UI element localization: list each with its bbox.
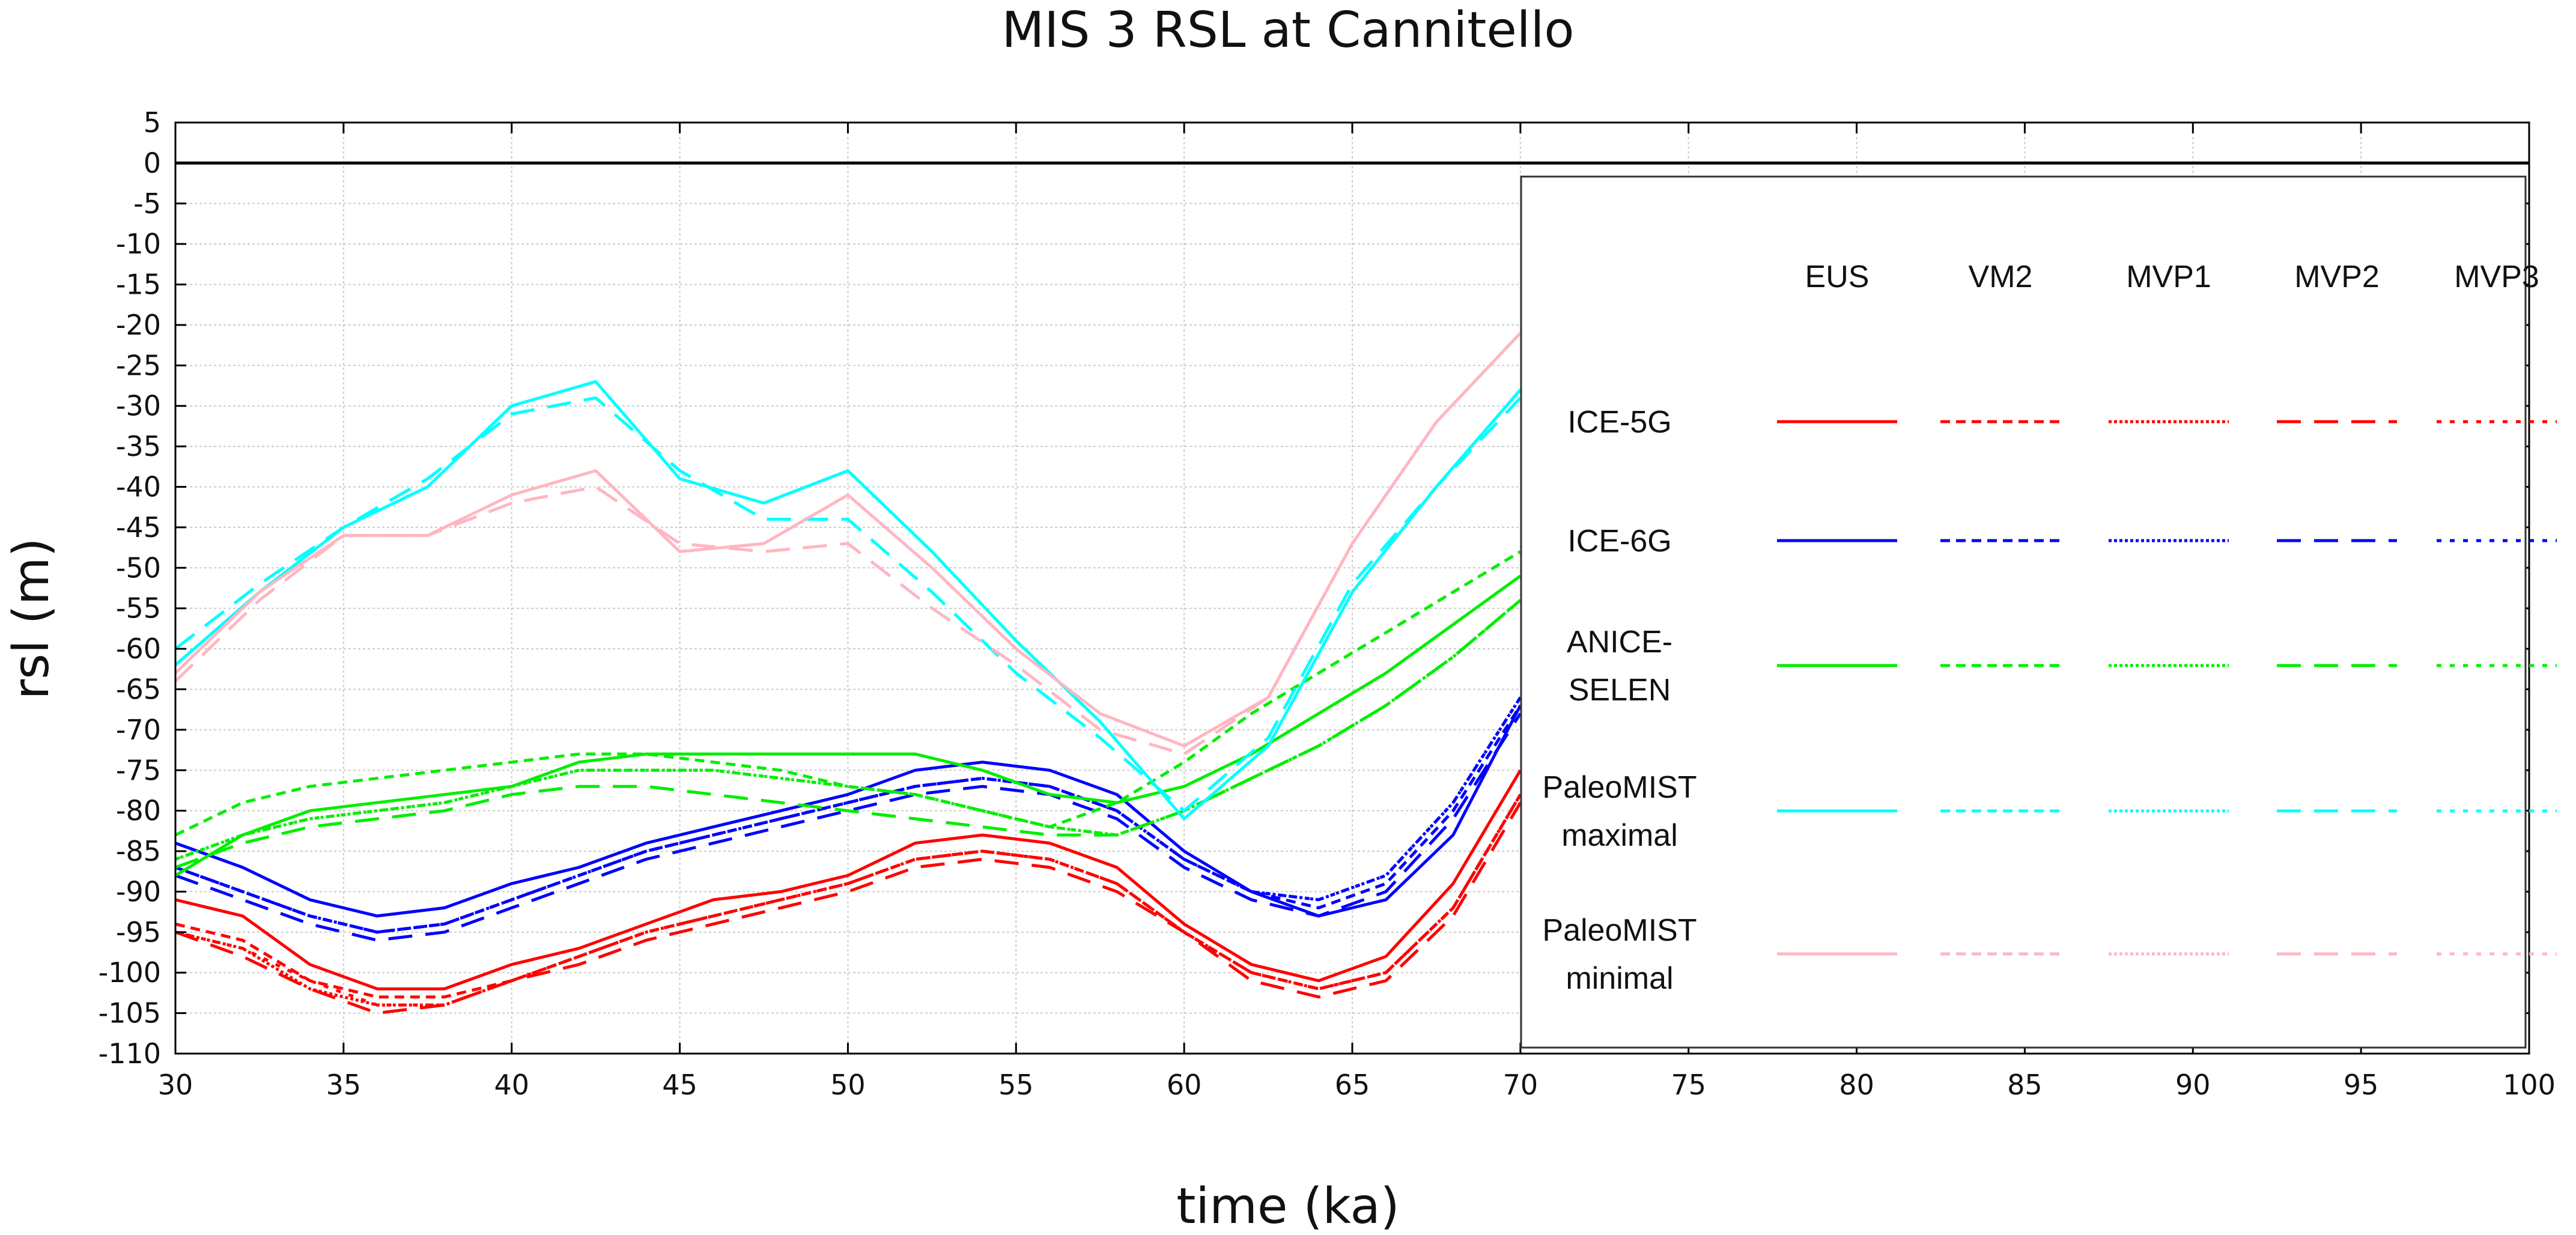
legend-column-header: MVP2 bbox=[2294, 259, 2380, 294]
legend-row-label: SELEN bbox=[1569, 673, 1671, 708]
x-tick-label: 45 bbox=[662, 1069, 697, 1101]
y-axis-label: rsl (m) bbox=[3, 538, 60, 699]
legend-column-header: MVP3 bbox=[2454, 259, 2539, 294]
series-group bbox=[174, 332, 1522, 1015]
series-line bbox=[175, 801, 1522, 1015]
series-line bbox=[174, 396, 1522, 813]
x-tick-label: 60 bbox=[1167, 1069, 1202, 1101]
legend-box bbox=[1520, 175, 2527, 1049]
legend-row-label: PaleoMIST bbox=[1542, 770, 1697, 805]
y-tick-label: -20 bbox=[116, 309, 161, 341]
legend-row-label: minimal bbox=[1566, 961, 1673, 996]
y-tick-label: -30 bbox=[116, 390, 161, 422]
y-tick-label: -95 bbox=[116, 916, 161, 948]
y-tick-label: -90 bbox=[116, 875, 161, 908]
y-tick-label: -100 bbox=[99, 956, 161, 989]
y-tick-label: -55 bbox=[116, 592, 161, 625]
x-tick-label: 35 bbox=[326, 1069, 362, 1101]
x-tick-label: 85 bbox=[2007, 1069, 2043, 1101]
y-tick-label: -15 bbox=[116, 269, 161, 301]
series-line bbox=[175, 599, 1522, 861]
x-tick-label: 95 bbox=[2344, 1069, 2379, 1101]
x-tick-label: 40 bbox=[494, 1069, 529, 1101]
series-line bbox=[175, 769, 1522, 991]
series-line bbox=[175, 696, 1522, 934]
legend-row-label: ANICE- bbox=[1567, 625, 1672, 660]
x-tick-label: 90 bbox=[2175, 1069, 2211, 1101]
legend-row-label: ICE-5G bbox=[1567, 405, 1671, 440]
x-tick-label: 50 bbox=[830, 1069, 866, 1101]
series-line bbox=[175, 705, 1522, 918]
series-line bbox=[175, 599, 1522, 869]
series-line bbox=[174, 550, 1522, 837]
y-tick-label: -80 bbox=[116, 795, 161, 827]
x-tick-label: 65 bbox=[1335, 1069, 1370, 1101]
legend: EUS VM2 MVP1 MVP2 MVP3 ICE-5G ICE-6G ANICE- SELE… bbox=[1520, 175, 2557, 1049]
legend-row-label: PaleoMIST bbox=[1542, 913, 1697, 948]
x-axis-label: time (ka) bbox=[1176, 1178, 1400, 1235]
legend-column-header: MVP1 bbox=[2126, 259, 2211, 294]
y-tick-label: -50 bbox=[116, 551, 161, 584]
y-tick-label: 0 bbox=[144, 147, 161, 179]
x-tick-label: 80 bbox=[1839, 1069, 1874, 1101]
series-line bbox=[175, 712, 1522, 942]
y-tick-label: -25 bbox=[116, 349, 161, 381]
y-tick-label: -60 bbox=[116, 633, 161, 665]
chart-title: MIS 3 RSL at Cannitello bbox=[1001, 2, 1574, 59]
legend-row-label: ICE-6G bbox=[1567, 524, 1671, 559]
legend-row-label: maximal bbox=[1561, 818, 1678, 853]
y-tick-label: -35 bbox=[116, 430, 161, 463]
x-tick-label: 55 bbox=[998, 1069, 1034, 1101]
series-line bbox=[174, 380, 1522, 821]
y-tick-label: -70 bbox=[116, 714, 161, 746]
y-tick-label: -105 bbox=[99, 997, 161, 1030]
legend-column-header: VM2 bbox=[1969, 259, 2033, 294]
x-tick-label: 30 bbox=[158, 1069, 193, 1101]
series-line bbox=[175, 793, 1522, 1007]
y-tick-label: -75 bbox=[116, 754, 161, 786]
x-tick-label: 70 bbox=[1503, 1069, 1539, 1101]
y-tick-label: -10 bbox=[116, 228, 161, 260]
x-tick-label: 100 bbox=[2503, 1069, 2556, 1101]
legend-column-header: EUS bbox=[1805, 259, 1870, 294]
y-tick-label: -45 bbox=[116, 511, 161, 544]
series-line bbox=[174, 332, 1522, 756]
x-tick-label: 75 bbox=[1671, 1069, 1706, 1101]
y-tick-label: -110 bbox=[99, 1037, 161, 1070]
y-tick-label: -65 bbox=[116, 673, 161, 705]
y-tick-label: -40 bbox=[116, 471, 161, 503]
y-tick-label: -85 bbox=[116, 835, 161, 867]
y-tick-label: 5 bbox=[144, 106, 161, 139]
y-tick-label: -5 bbox=[133, 187, 161, 220]
series-line bbox=[174, 574, 1522, 877]
